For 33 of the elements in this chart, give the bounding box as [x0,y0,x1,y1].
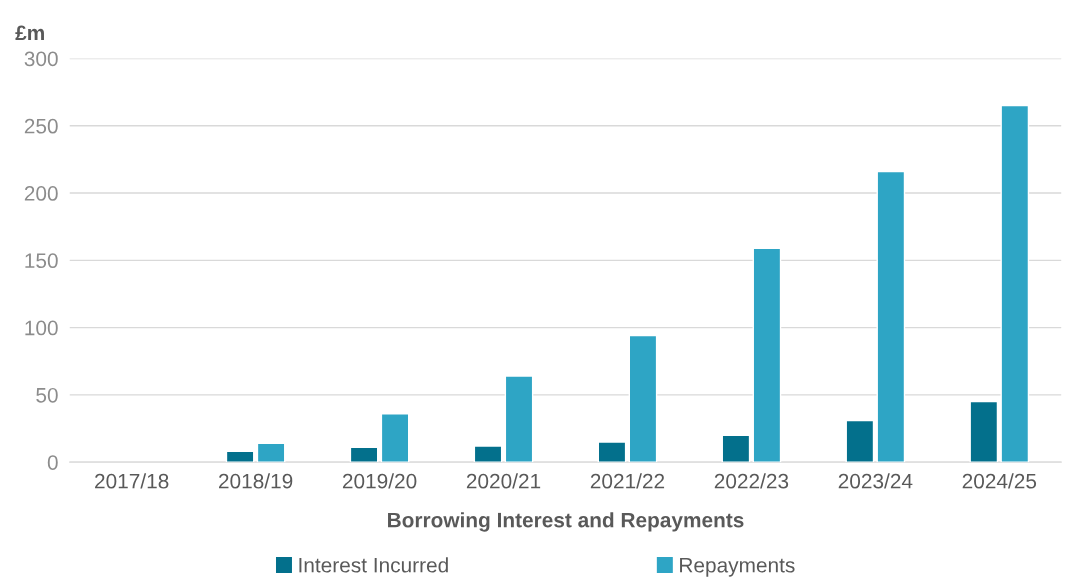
x-tick-label: 2022/23 [714,473,789,489]
y-tick-label: 150 [25,253,58,269]
bar [380,413,410,463]
bar [1000,104,1030,463]
x-tick-label: 2020/21 [466,473,541,489]
y-tick-label: 300 [24,51,58,67]
bar [628,334,658,463]
y-tick-label: 0 [47,455,58,470]
bar [256,442,286,463]
bar [504,375,534,463]
x-tick-label: 2019/20 [342,473,417,489]
y-tick-label: 200 [24,186,58,201]
legend-label: Repayments [680,558,795,577]
x-axis-title: Borrowing Interest and Repayments [388,512,744,532]
bar [876,170,906,463]
y-axis-title: £m [15,25,44,41]
bar [349,446,379,463]
x-tick-label: 2024/25 [962,473,1037,489]
x-tick-label: 2018/19 [219,473,293,489]
y-tick-label: 50 [36,387,58,403]
bar [473,445,503,463]
bar [721,434,751,463]
bar [752,247,782,463]
legend-label: Interest Incurred [299,557,448,573]
y-tick-label: 100 [25,320,58,336]
x-tick-label: 2023/24 [838,473,913,489]
bar [597,441,627,463]
x-tick-label: 2017/18 [95,473,169,489]
y-tick-label: 250 [24,118,58,134]
bar [969,400,999,463]
bar [845,419,875,463]
bar [225,450,255,463]
x-tick-label: 2021/22 [590,473,665,489]
